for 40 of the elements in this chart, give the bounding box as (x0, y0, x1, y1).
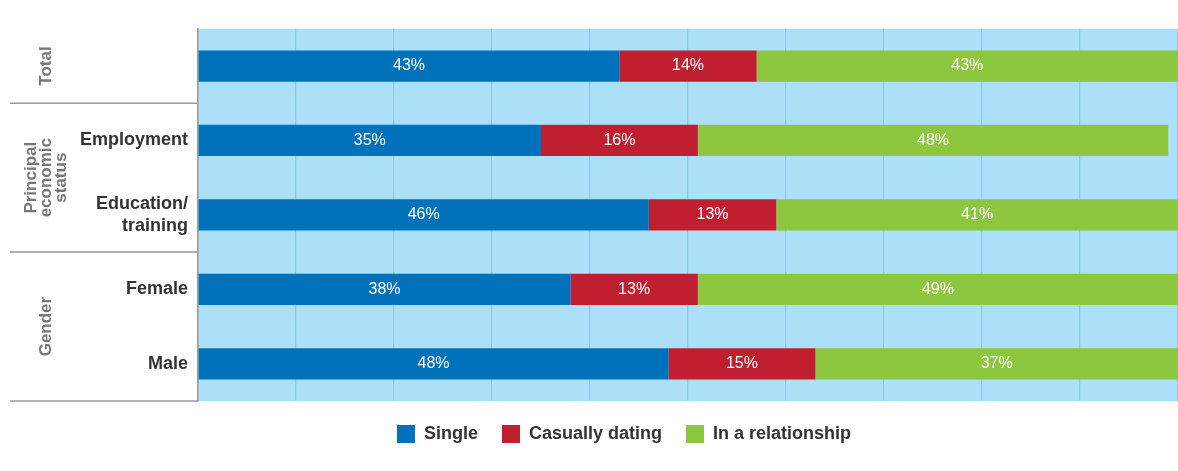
data-label: 14% (671, 56, 705, 74)
bar (570, 273, 698, 305)
data-label: 41% (961, 205, 994, 223)
bar (198, 273, 571, 305)
text: Total (35, 46, 55, 86)
legend-label: Casually dating (528, 422, 663, 443)
legend-label: In a relationship (713, 422, 852, 443)
data-label: 48% (916, 130, 950, 148)
data-label: 49% (921, 279, 954, 297)
data-label: 46% (407, 205, 440, 223)
bar (619, 50, 757, 82)
bar (541, 124, 698, 157)
data-label: 48% (417, 354, 450, 372)
y-tick-label: Employment (79, 129, 189, 150)
bar (668, 348, 816, 380)
y-tick-label: Male (147, 352, 189, 373)
data-label: 15% (725, 354, 758, 372)
legend-label: Single (423, 422, 478, 443)
bar (815, 348, 1178, 380)
text: Principal economic status (20, 138, 70, 218)
bar (198, 199, 649, 231)
data-label: 38% (368, 279, 401, 297)
bar (697, 273, 1178, 305)
text: Gender (35, 296, 55, 357)
bar (776, 199, 1178, 231)
bar (198, 50, 620, 82)
bar (697, 124, 1169, 157)
bar (198, 348, 669, 380)
data-label: 37% (980, 354, 1013, 372)
data-label: 13% (618, 279, 651, 297)
y-tick-label: Female (125, 278, 189, 299)
bar (648, 199, 777, 231)
data-label: 35% (353, 130, 386, 148)
data-label: 43% (951, 56, 984, 74)
data-label: 16% (603, 130, 636, 148)
data-label: 13% (696, 205, 729, 223)
y-tick-label: Education/ training (96, 193, 189, 235)
bar (756, 50, 1178, 82)
bar (198, 124, 542, 157)
data-label: 43% (393, 56, 426, 74)
